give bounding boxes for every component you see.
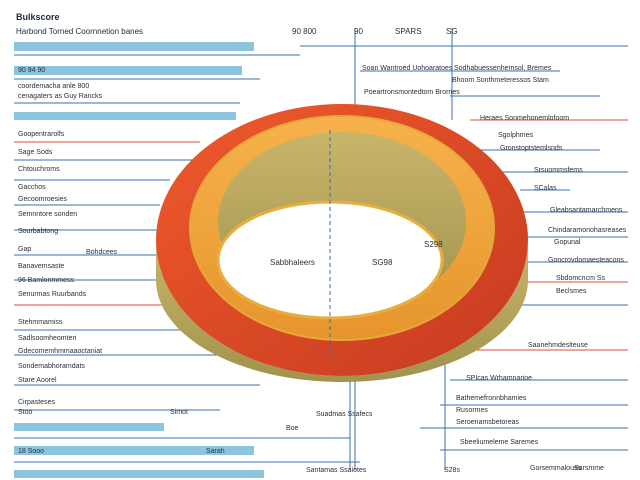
right-label-18: Bathemefronnbhamies xyxy=(456,395,527,402)
left-label-18: Gdecomemhmmaaoctaniat xyxy=(18,348,103,355)
bottom-label-3: S28s xyxy=(444,467,460,474)
left-label-19: Sondemabhoramdats xyxy=(18,363,85,370)
left-label-25: Sarah xyxy=(206,448,225,455)
left-label-10: Sourbabtong xyxy=(18,228,59,235)
right-label-22: Gorsemmalouss xyxy=(530,465,581,472)
left-label-3: cenagaters as Guy Rancks xyxy=(18,93,103,100)
right-label-13: Goncrovdomaesteacons xyxy=(548,257,624,264)
left-label-1: 90 94 90 xyxy=(18,67,46,74)
right-label-23: Sarsmme xyxy=(574,465,604,472)
right-leader-lines xyxy=(300,45,628,451)
left-label-7: Gacchos xyxy=(18,184,46,191)
left-label-17: Sadlsoomheomteri xyxy=(18,335,77,342)
right-label-1: Soan Wantroed Uohoaratoes xyxy=(362,65,453,72)
right-label-7: Gronstoptstemlsnds xyxy=(500,145,563,152)
bottom-label-4: Boe xyxy=(286,425,299,432)
right-label-3: Bhoom Sonthmeteressos Stam xyxy=(452,77,549,84)
top-label-2: 90 xyxy=(354,27,363,36)
left-label-13: Bohdcees xyxy=(86,249,118,256)
center-label-1: Sabbhaleers xyxy=(270,258,315,267)
diagram-title: Bulkscore xyxy=(16,12,60,22)
top-label-4: SG xyxy=(446,27,458,36)
left-label-5: Sage Sods xyxy=(18,149,53,156)
ring-3d xyxy=(156,104,528,382)
left-blue-bars xyxy=(14,42,264,478)
left-label-6: Chtouchroms xyxy=(18,166,60,173)
right-label-10: Gleabsantamarchmens xyxy=(550,207,623,214)
bottom-label-2: Santamas Ssaiotes xyxy=(306,467,367,474)
right-label-16: Saanehmdeslteuse xyxy=(528,342,588,349)
left-label-23: Simot xyxy=(170,409,188,416)
left-label-2: coordemacha anle 800 xyxy=(18,83,90,90)
right-label-2: Sodhabuessenhemsol, Bremes xyxy=(454,65,552,72)
right-label-12: Gopunal xyxy=(554,239,581,246)
left-label-21: Cirpasteses xyxy=(18,399,55,406)
right-label-14: Sbdomcncm Ss xyxy=(556,275,606,282)
right-label-4: Poeartronsmontedtom Brornes xyxy=(364,89,460,96)
right-label-20: Seroenamsbetoreas xyxy=(456,419,520,426)
left-label-8: Gecoomroesies xyxy=(18,196,68,203)
left-label-20: Stare Aoorel xyxy=(18,377,57,384)
left-label-14: 96 Bamlonmmess xyxy=(18,277,75,284)
right-label-6: Sgolphmes xyxy=(498,132,534,139)
top-label-3: SPARS xyxy=(395,27,422,36)
bottom-label-1: Suadmas Ssafecs xyxy=(316,411,373,418)
center-label-3: S298 xyxy=(424,240,443,249)
left-label-15: Senurmas Ruurbands xyxy=(18,291,87,298)
right-label-9: SCalas xyxy=(534,185,557,192)
left-label-12: Banavemsaste xyxy=(18,263,65,270)
right-label-17: SPIcas Wrhamnarioe xyxy=(466,375,533,382)
right-label-21: Sbeeliumeleme Saremes xyxy=(460,439,539,446)
left-label-24: 18 Sooo xyxy=(18,448,45,455)
right-label-5: Heraes Sonmehonemlofoom xyxy=(480,115,570,122)
center-label-2: SG98 xyxy=(372,258,393,267)
left-label-22: Stoo xyxy=(18,409,33,416)
top-label-1: 90 800 xyxy=(292,27,317,36)
diagram-subtitle: Harbond Torned Coornnetion banes xyxy=(16,27,144,36)
right-label-11: Chindaramonohasreases xyxy=(548,227,627,234)
left-label-4: Goopentrarolfs xyxy=(18,131,65,138)
left-label-9: Semnntore sonden xyxy=(18,211,78,218)
right-label-19: Rusormes xyxy=(456,407,488,414)
left-label-11: Gap xyxy=(18,246,32,253)
right-label-8: Srsuommsfems xyxy=(534,167,583,174)
right-label-15: Beclsmes xyxy=(556,288,587,295)
left-label-16: Stehmmamiss xyxy=(18,319,63,326)
